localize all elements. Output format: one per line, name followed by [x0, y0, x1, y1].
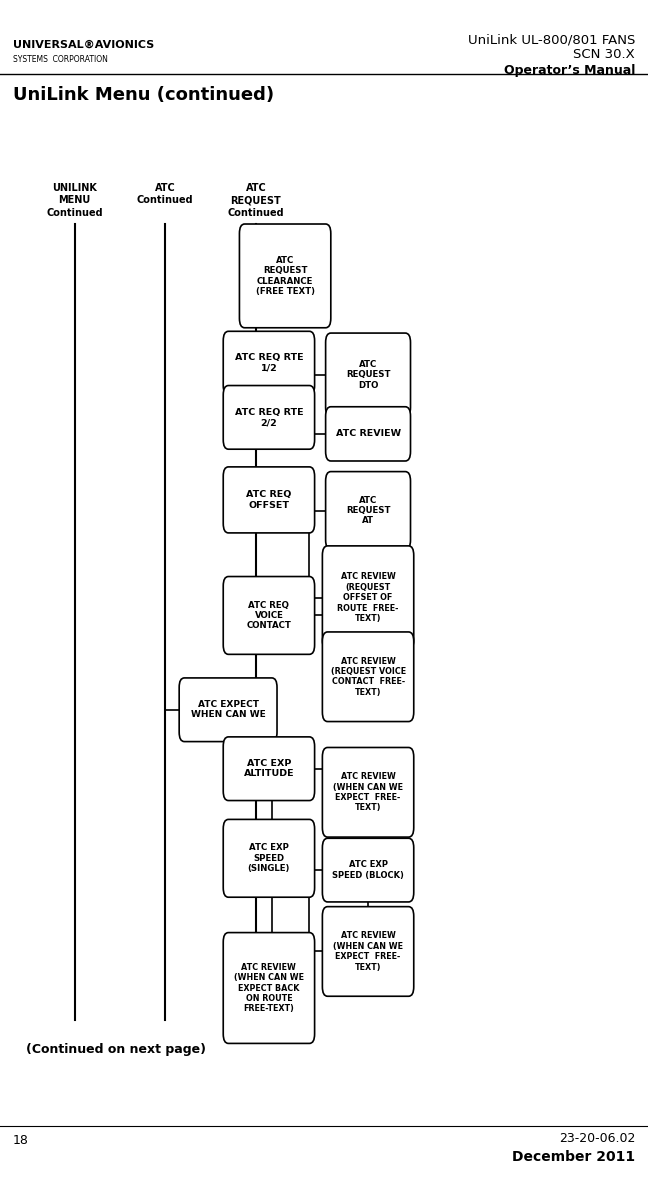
Text: UniLink Menu (continued): UniLink Menu (continued)	[13, 86, 274, 104]
FancyBboxPatch shape	[322, 838, 413, 902]
Text: ATC REVIEW
(WHEN CAN WE
EXPECT BACK
ON ROUTE
FREE-TEXT): ATC REVIEW (WHEN CAN WE EXPECT BACK ON R…	[234, 963, 304, 1013]
Text: ATC REVIEW
(WHEN CAN WE
EXPECT  FREE-
TEXT): ATC REVIEW (WHEN CAN WE EXPECT FREE- TEX…	[333, 931, 403, 971]
Text: SYSTEMS  CORPORATION: SYSTEMS CORPORATION	[13, 55, 108, 65]
Text: ATC EXP
ALTITUDE: ATC EXP ALTITUDE	[244, 759, 294, 778]
Text: UniLink UL-800/801 FANS: UniLink UL-800/801 FANS	[468, 33, 635, 46]
Text: ATC EXPECT
WHEN CAN WE: ATC EXPECT WHEN CAN WE	[191, 700, 266, 719]
Text: ATC REQ
OFFSET: ATC REQ OFFSET	[246, 490, 292, 509]
FancyBboxPatch shape	[223, 386, 314, 449]
FancyBboxPatch shape	[322, 546, 413, 650]
Text: ATC
REQUEST
DTO: ATC REQUEST DTO	[346, 360, 390, 390]
Text: ATC REVIEW
(WHEN CAN WE
EXPECT  FREE-
TEXT): ATC REVIEW (WHEN CAN WE EXPECT FREE- TEX…	[333, 772, 403, 812]
Text: ATC
REQUEST
CLEARANCE
(FREE TEXT): ATC REQUEST CLEARANCE (FREE TEXT)	[255, 256, 315, 296]
FancyBboxPatch shape	[325, 407, 411, 461]
Text: (Continued on next page): (Continued on next page)	[26, 1043, 206, 1056]
FancyBboxPatch shape	[322, 747, 413, 837]
Text: SCN 30.X: SCN 30.X	[573, 48, 635, 61]
Text: ATC REQ RTE
2/2: ATC REQ RTE 2/2	[235, 408, 303, 427]
Text: ATC
REQUEST
AT: ATC REQUEST AT	[346, 495, 390, 526]
Text: ATC REVIEW: ATC REVIEW	[336, 429, 400, 439]
Text: 18: 18	[13, 1134, 29, 1147]
Text: Operator’s Manual: Operator’s Manual	[503, 64, 635, 77]
Text: UNIVERSAL®AVIONICS: UNIVERSAL®AVIONICS	[13, 40, 154, 50]
FancyBboxPatch shape	[325, 472, 411, 549]
Text: ATC REQ RTE
1/2: ATC REQ RTE 1/2	[235, 354, 303, 373]
Text: ATC EXP
SPEED
(SINGLE): ATC EXP SPEED (SINGLE)	[248, 843, 290, 874]
FancyBboxPatch shape	[322, 907, 413, 996]
FancyBboxPatch shape	[322, 632, 413, 722]
Text: December 2011: December 2011	[512, 1150, 635, 1164]
FancyBboxPatch shape	[179, 678, 277, 742]
FancyBboxPatch shape	[223, 933, 314, 1043]
FancyBboxPatch shape	[325, 332, 411, 416]
FancyBboxPatch shape	[223, 467, 314, 533]
Text: ATC
REQUEST
Continued: ATC REQUEST Continued	[227, 183, 284, 218]
Text: 23-20-06.02: 23-20-06.02	[559, 1132, 635, 1145]
Text: ATC REQ
VOICE
CONTACT: ATC REQ VOICE CONTACT	[246, 600, 292, 631]
FancyBboxPatch shape	[223, 737, 314, 801]
Text: ATC EXP
SPEED (BLOCK): ATC EXP SPEED (BLOCK)	[332, 861, 404, 880]
FancyBboxPatch shape	[223, 331, 314, 395]
FancyBboxPatch shape	[240, 224, 330, 328]
FancyBboxPatch shape	[223, 819, 314, 897]
Text: UNILINK
MENU
Continued: UNILINK MENU Continued	[46, 183, 103, 218]
FancyBboxPatch shape	[223, 577, 314, 654]
Text: ATC REVIEW
(REQUEST
OFFSET OF
ROUTE  FREE-
TEXT): ATC REVIEW (REQUEST OFFSET OF ROUTE FREE…	[338, 573, 399, 623]
Text: ATC REVIEW
(REQUEST VOICE
CONTACT  FREE-
TEXT): ATC REVIEW (REQUEST VOICE CONTACT FREE- …	[330, 657, 406, 697]
Text: ATC
Continued: ATC Continued	[137, 183, 194, 205]
